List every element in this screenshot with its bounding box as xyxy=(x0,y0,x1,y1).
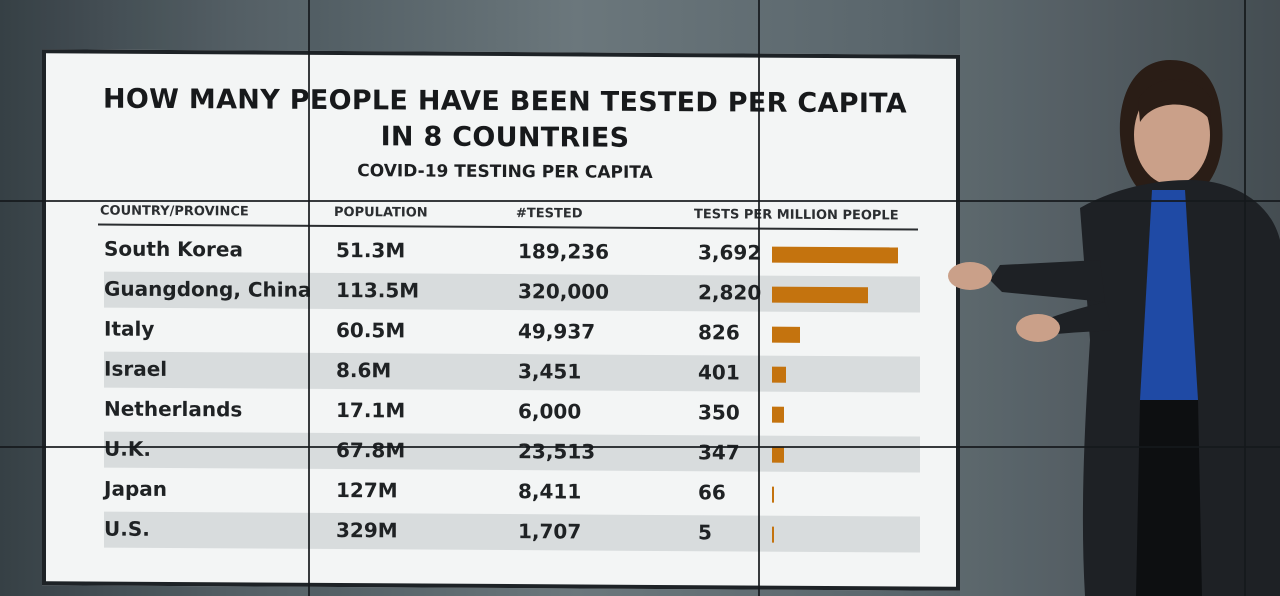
bar-tests-per-million xyxy=(772,526,774,543)
cell-tested: 1,707 xyxy=(518,519,582,544)
cell-tested: 8,411 xyxy=(518,479,582,504)
cell-tests-per-million: 2,820 xyxy=(698,280,762,305)
header-tests-per-million: TESTS PER MILLION PEOPLE xyxy=(694,207,899,224)
cell-country: Italy xyxy=(104,316,155,341)
table-body: South Korea 51.3M 189,236 3,692 Guangdong, C… xyxy=(46,53,956,553)
monitor-seam xyxy=(758,0,760,596)
cell-country: Japan xyxy=(104,476,167,501)
presenter-figure xyxy=(948,60,1280,596)
bar-tests-per-million xyxy=(772,406,784,423)
bar-tests-per-million xyxy=(772,246,898,264)
bar-tests-per-million xyxy=(772,286,868,304)
cell-country: U.S. xyxy=(104,516,150,541)
cell-tested: 3,451 xyxy=(518,359,582,384)
cell-tests-per-million: 5 xyxy=(698,520,712,545)
cell-population: 113.5M xyxy=(336,277,420,303)
cell-tests-per-million: 3,692 xyxy=(698,240,762,265)
cell-population: 51.3M xyxy=(336,237,406,263)
cell-tests-per-million: 350 xyxy=(698,400,740,425)
monitor-seam xyxy=(0,200,1280,202)
cell-tested: 6,000 xyxy=(518,399,582,424)
cell-country: U.K. xyxy=(104,436,151,461)
table-row: Israel 8.6M 3,451 401 xyxy=(104,351,920,393)
bar-tests-per-million xyxy=(772,486,774,503)
chart-title-line2: IN 8 COUNTRIES xyxy=(380,121,630,154)
cell-country: South Korea xyxy=(104,236,243,262)
cell-population: 127M xyxy=(336,477,398,503)
cell-country: Israel xyxy=(104,356,168,381)
table-row: Japan 127M 8,411 66 xyxy=(104,472,920,513)
cell-country: Guangdong, China xyxy=(104,276,312,302)
cell-tested: 320,000 xyxy=(518,279,610,304)
cell-tests-per-million: 401 xyxy=(698,360,740,385)
bar-tests-per-million xyxy=(772,446,784,463)
table-row: U.K. 67.8M 23,513 347 xyxy=(104,431,920,473)
cell-population: 329M xyxy=(336,517,398,543)
header-population: POPULATION xyxy=(334,204,428,221)
cell-tested: 23,513 xyxy=(518,439,596,464)
table-row: Italy 60.5M 49,937 826 xyxy=(104,312,920,353)
cell-tested: 49,937 xyxy=(518,319,596,344)
cell-tests-per-million: 826 xyxy=(698,320,740,345)
table-row: South Korea 51.3M 189,236 3,692 xyxy=(104,232,920,273)
header-tested: #TESTED xyxy=(516,206,583,222)
cell-population: 67.8M xyxy=(336,437,406,463)
cell-tests-per-million: 347 xyxy=(698,440,740,465)
header-country: COUNTRY/PROVINCE xyxy=(100,203,249,220)
chart-board: HOW MANY PEOPLE HAVE BEEN TESTED PER CAP… xyxy=(42,49,960,591)
bar-tests-per-million xyxy=(772,366,786,383)
monitor-seam xyxy=(1244,0,1246,596)
cell-population: 17.1M xyxy=(336,397,406,423)
cell-country: Netherlands xyxy=(104,396,243,422)
cell-population: 8.6M xyxy=(336,357,392,383)
table-row: Netherlands 17.1M 6,000 350 xyxy=(104,392,920,433)
monitor-seam xyxy=(0,446,1280,448)
bar-tests-per-million xyxy=(772,326,800,343)
cell-tested: 189,236 xyxy=(518,239,610,264)
monitor-seam xyxy=(308,0,310,596)
cell-tests-per-million: 66 xyxy=(698,480,726,505)
table-row: Guangdong, China 113.5M 320,000 2,820 xyxy=(104,271,920,313)
table-row: U.S. 329M 1,707 5 xyxy=(104,511,920,553)
cell-population: 60.5M xyxy=(336,317,406,343)
chart-title: HOW MANY PEOPLE HAVE BEEN TESTED PER CAP… xyxy=(103,83,907,120)
chart-subtitle: COVID-19 TESTING PER CAPITA xyxy=(357,161,653,183)
header-divider xyxy=(98,223,918,231)
